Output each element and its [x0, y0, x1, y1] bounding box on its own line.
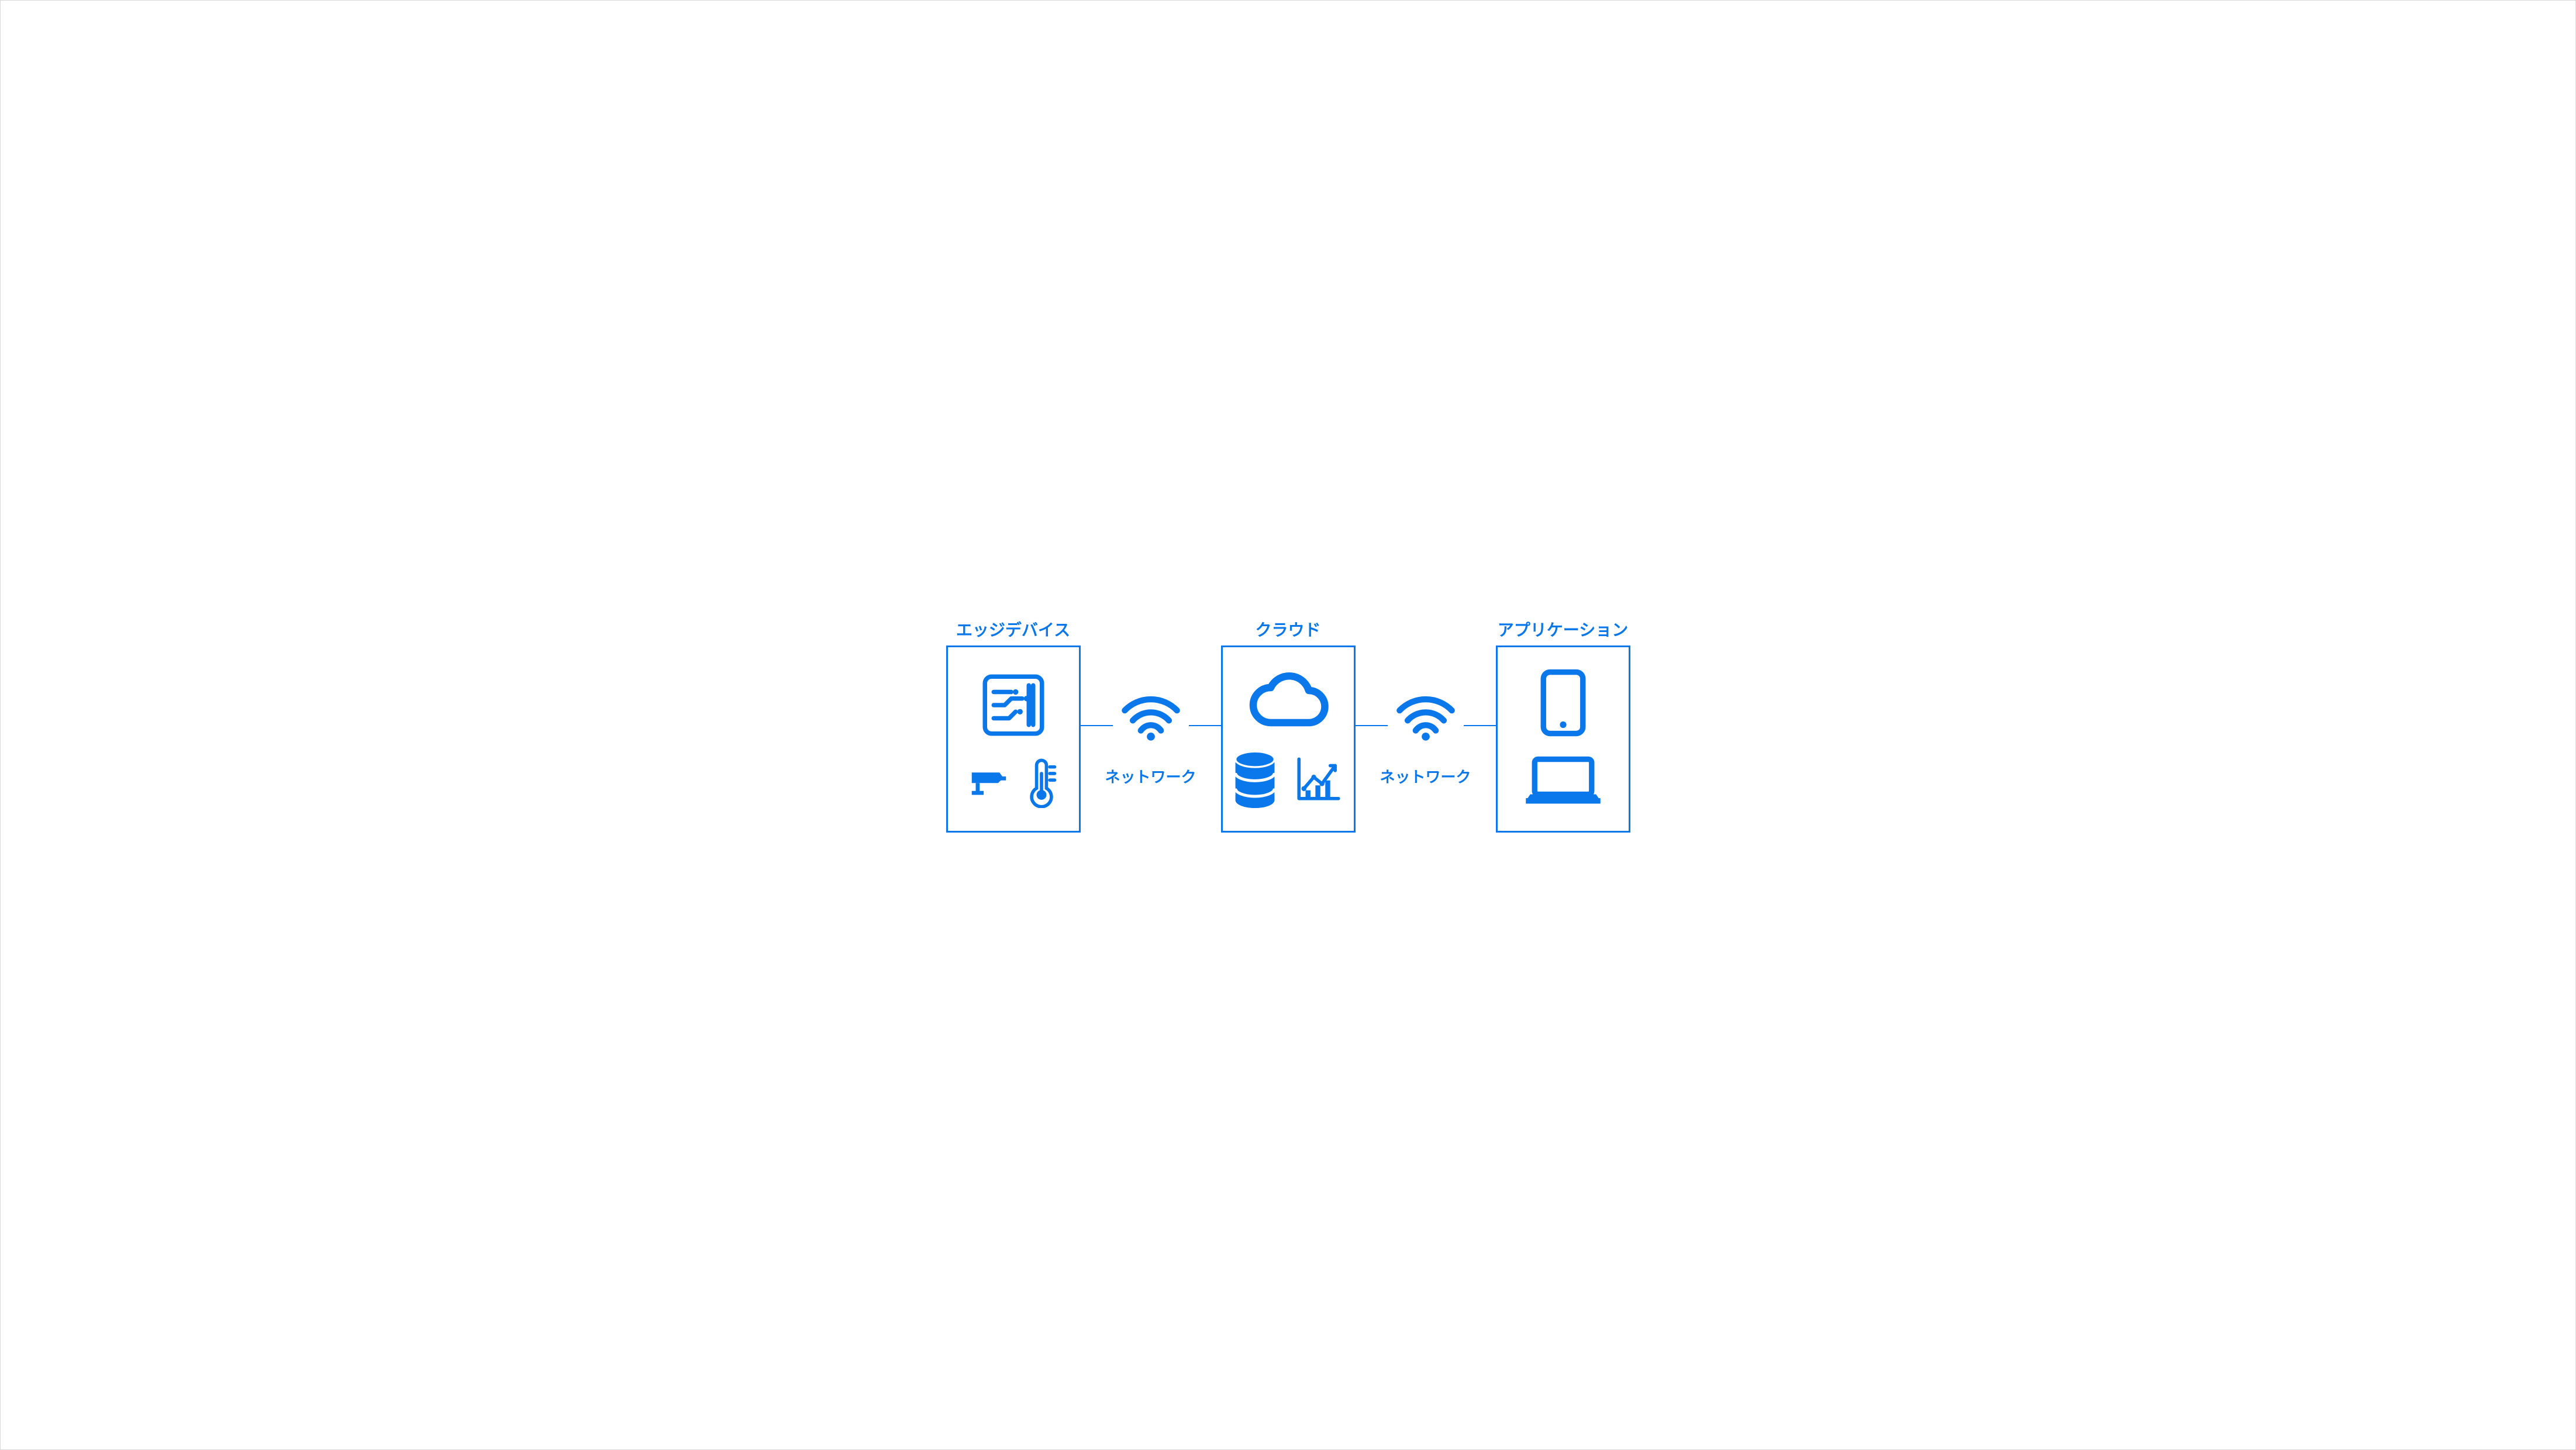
node-cloud: クラウド	[1221, 617, 1356, 833]
node-application: アプリケーション	[1496, 617, 1630, 833]
security-camera-icon	[968, 761, 1010, 803]
database-icon	[1232, 750, 1278, 808]
circuit-board-icon	[978, 670, 1049, 740]
thermometer-icon	[1024, 755, 1059, 808]
cloud-icon	[1242, 670, 1335, 734]
iot-architecture-diagram: エッジデバイス	[946, 617, 1630, 833]
wifi-icon	[1388, 688, 1464, 741]
connector-edge-to-cloud: ネットワーク	[1081, 617, 1221, 833]
connector-cloud-to-app: ネットワーク	[1356, 617, 1496, 833]
node-box-edge	[946, 645, 1081, 833]
node-edge-devices: エッジデバイス	[946, 617, 1081, 833]
analytics-chart-icon	[1292, 752, 1345, 805]
connector-label: ネットワーク	[1100, 764, 1201, 788]
node-box-application	[1496, 645, 1630, 833]
tablet-icon	[1537, 668, 1589, 738]
diagram-canvas: エッジデバイス	[0, 0, 2576, 1450]
wifi-icon	[1113, 688, 1189, 741]
node-title-application: アプリケーション	[1498, 617, 1628, 641]
node-box-cloud	[1221, 645, 1356, 833]
connector-label: ネットワーク	[1375, 764, 1475, 788]
laptop-icon	[1519, 752, 1607, 810]
node-title-edge: エッジデバイス	[956, 617, 1070, 641]
node-title-cloud: クラウド	[1255, 617, 1320, 641]
